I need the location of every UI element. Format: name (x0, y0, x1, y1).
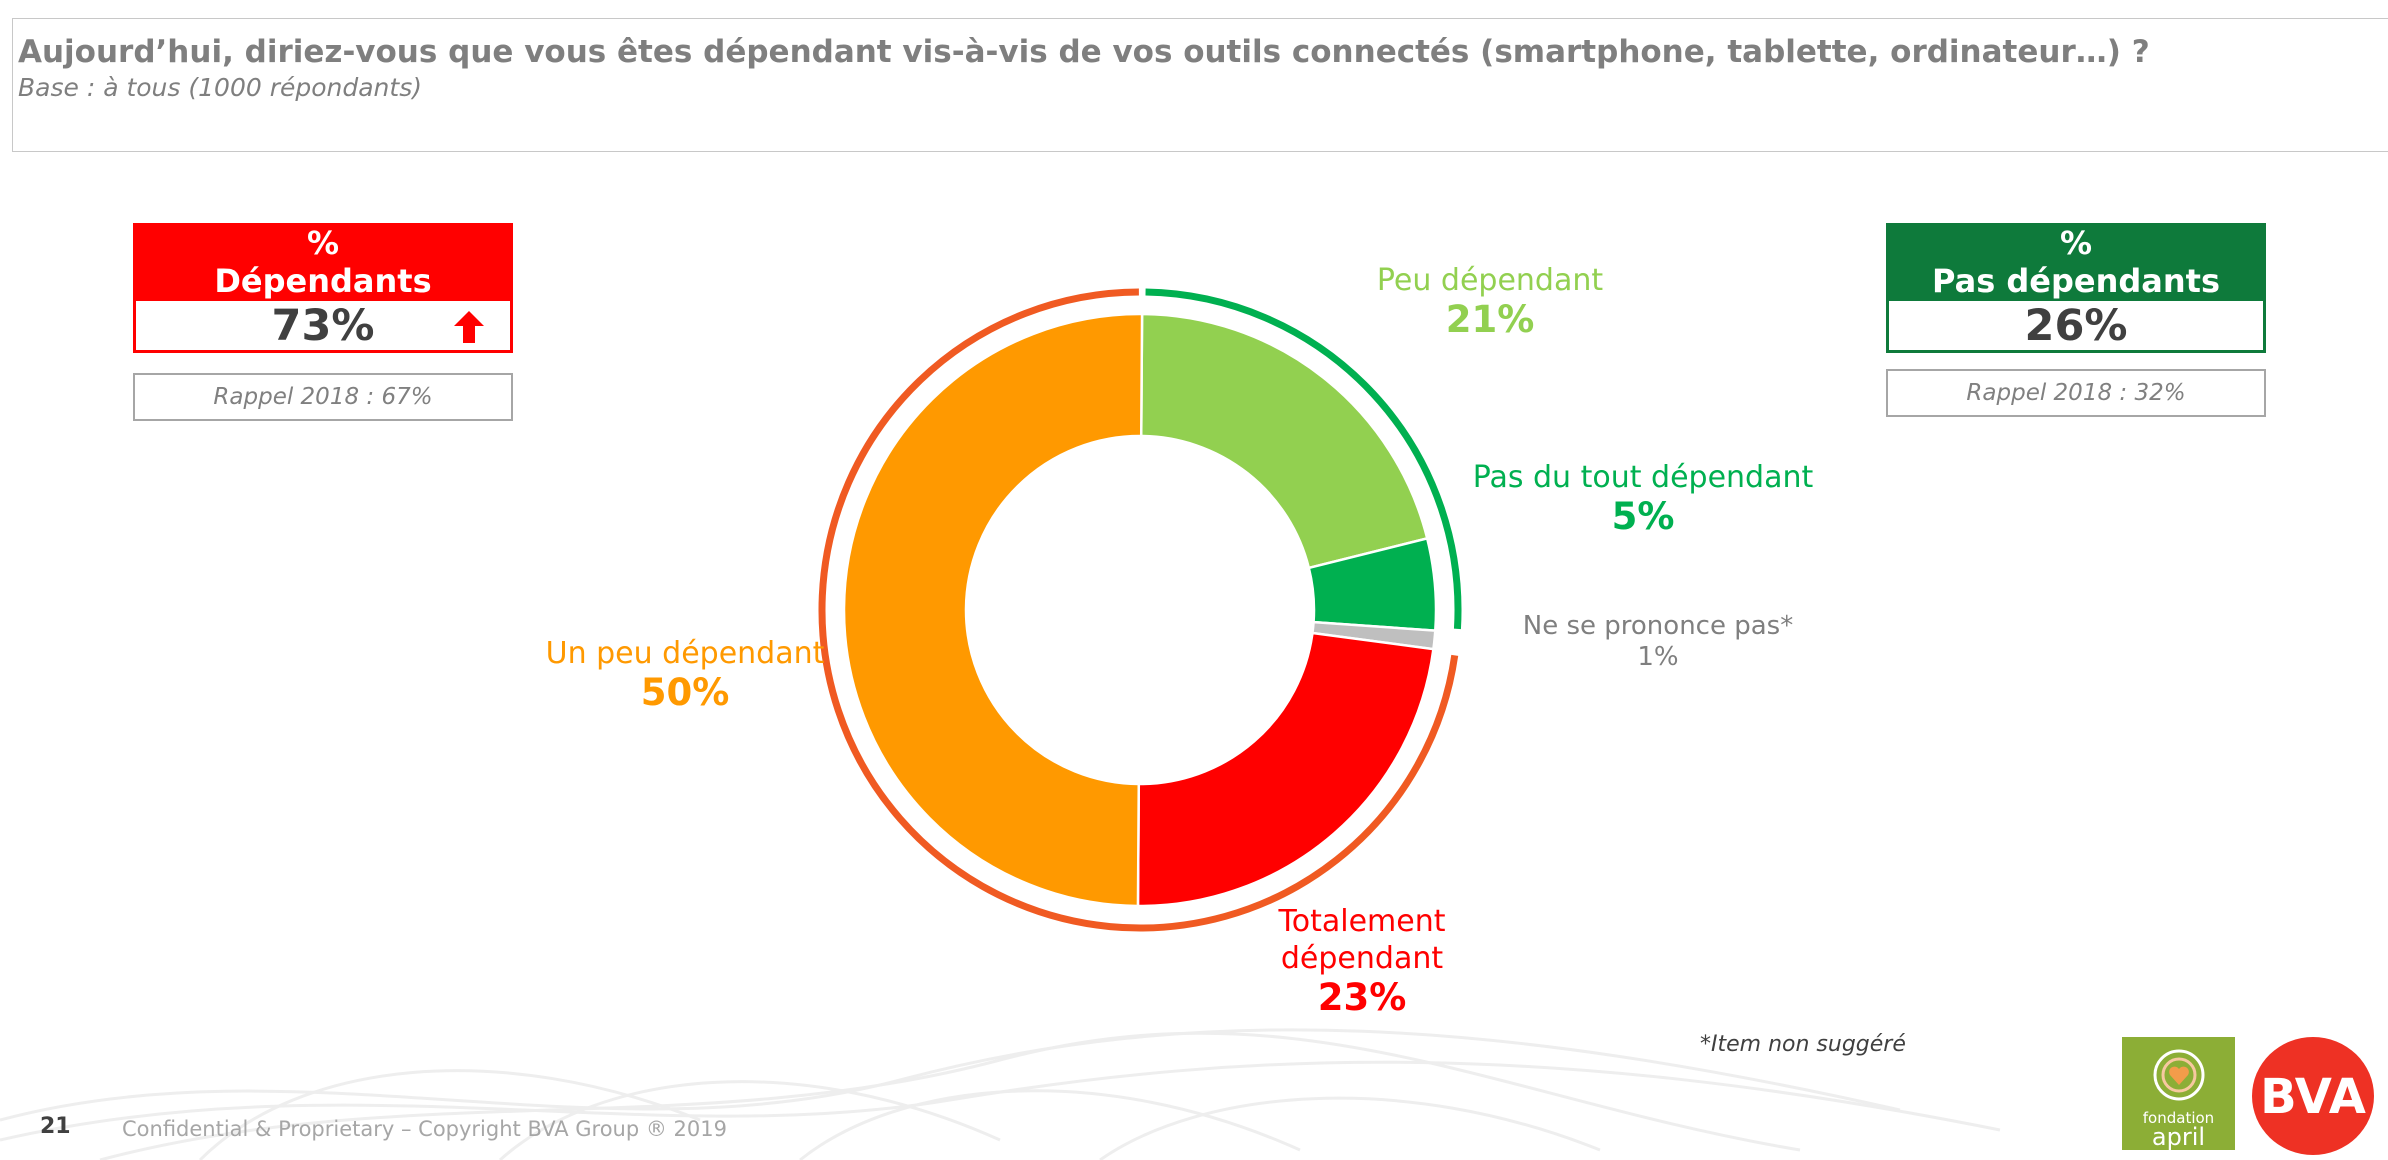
arrow-up-icon (454, 311, 484, 343)
bva-logo: BVA (2252, 1037, 2374, 1155)
kpi-title: Dépendants (214, 262, 432, 300)
donut-slice (1139, 312, 1429, 570)
slice-label-name: Pas du tout dépendant (1472, 460, 1814, 495)
kpi-value: 26% (2024, 301, 2128, 351)
april-heart-icon (2153, 1049, 2205, 1101)
slice-label-value: 1% (1637, 642, 1679, 672)
slice-label-name: Un peu dépendant (545, 636, 825, 671)
kpi-pas-dependants-header: % Pas dépendants (1886, 223, 2266, 301)
kpi-dependants-recall: Rappel 2018 : 67% (133, 373, 513, 421)
donut-slice (842, 312, 1144, 908)
slice-label-value: 5% (1611, 495, 1675, 538)
question-title: Aujourd’hui, diriez-vous que vous êtes d… (18, 34, 2150, 70)
slice-label-name: Peu dépendant (1376, 263, 1604, 298)
slice-label-un-peu-dependant: Un peu dépendant 50% (540, 636, 830, 714)
copyright-text: Confidential & Proprietary – Copyright B… (122, 1117, 727, 1141)
kpi-pas-dependants: % Pas dépendants 26% (1886, 223, 2266, 353)
slice-label-name: Ne se prononce pas* (1522, 611, 1794, 641)
bva-logo-text: BVA (2260, 1069, 2366, 1125)
slice-label-name: Totalement dépendant (1278, 904, 1446, 976)
slice-label-value: 50% (640, 671, 730, 714)
kpi-pas-dependants-recall: Rappel 2018 : 32% (1886, 369, 2266, 417)
april-logo-line2: april (2151, 1123, 2206, 1151)
kpi-pas-dependants-value-box: 26% (1886, 301, 2266, 353)
group-ring-arc (1145, 288, 1462, 630)
slice-label-ne-se-prononce-pas: Ne se prononce pas* 1% (1520, 611, 1796, 673)
slice-label-peu-dependant: Peu dépendant 21% (1375, 263, 1605, 341)
page-number: 21 (40, 1114, 71, 1139)
kpi-pct-sign: % (2059, 224, 2093, 262)
fondation-april-logo: fondation april (2122, 1037, 2235, 1151)
footnote: *Item non suggéré (1700, 1032, 1906, 1057)
background-swirl-decoration (0, 1028, 2001, 1160)
slice-label-pas-du-tout-dependant: Pas du tout dépendant 5% (1468, 460, 1818, 538)
kpi-title: Pas dépendants (1932, 262, 2220, 300)
group-ring-arc (818, 288, 1459, 932)
kpi-dependants-header: % Dépendants (133, 223, 513, 301)
kpi-dependants-value-box: 73% (133, 301, 513, 353)
slice-label-value: 23% (1317, 976, 1407, 1019)
slice-label-totalement-dependant: Totalement dépendant 23% (1262, 903, 1462, 1019)
kpi-dependants: % Dépendants 73% (133, 223, 513, 353)
donut-slice (1136, 631, 1435, 908)
question-header (12, 18, 2388, 152)
question-base: Base : à tous (1000 répondants) (18, 73, 422, 102)
kpi-pct-sign: % (306, 224, 340, 262)
slice-label-value: 21% (1445, 298, 1535, 341)
kpi-value: 73% (271, 301, 375, 351)
april-logo-line1: fondation (2142, 1109, 2215, 1127)
